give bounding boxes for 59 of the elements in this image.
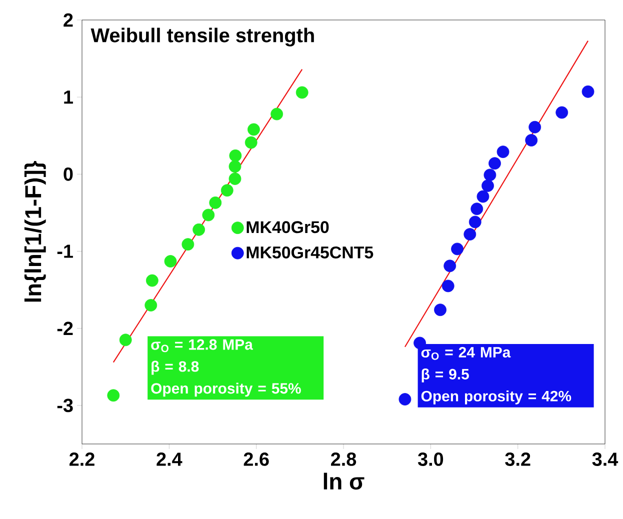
y-tick-label: -1	[57, 244, 73, 258]
legend-label: MK40Gr50	[246, 221, 329, 234]
point	[484, 168, 496, 182]
x-tick-label: 3.0	[418, 452, 444, 466]
point	[229, 149, 242, 162]
x-tick-label: 2.2	[70, 452, 94, 466]
point	[248, 123, 260, 136]
point	[496, 146, 510, 158]
annotation: Open porosity = 55%	[151, 382, 301, 397]
x-tick-label: 2.4	[156, 452, 182, 466]
point	[468, 216, 482, 228]
legend-label: MK50Gr45CNT5	[246, 246, 374, 258]
y-tick-label: -3	[57, 398, 73, 412]
point	[296, 86, 308, 99]
point	[182, 238, 194, 251]
point	[451, 242, 464, 256]
point	[434, 304, 446, 316]
x-tick-label: 3.4	[592, 452, 618, 466]
point	[470, 202, 484, 216]
y-tick-label: 2	[64, 13, 73, 27]
point	[582, 85, 594, 98]
point	[107, 389, 120, 402]
x-axis-title: ln σ	[324, 472, 364, 490]
point	[119, 334, 132, 346]
x-tick-label: 3.2	[505, 452, 530, 466]
point	[244, 136, 258, 149]
point	[525, 134, 538, 146]
point	[164, 255, 177, 268]
point	[398, 393, 412, 406]
point	[228, 160, 242, 173]
point	[442, 280, 454, 292]
annotation: β = 8.8	[152, 360, 199, 375]
y-tick-label: 0	[64, 167, 73, 181]
point	[192, 223, 206, 236]
chart-title: Weibull tensile strength	[90, 28, 314, 46]
point	[556, 106, 568, 119]
point	[476, 190, 490, 203]
point	[444, 260, 456, 272]
annotation: σ$_{O}$ = 12.8 MPa	[151, 339, 254, 352]
point	[228, 172, 242, 185]
point	[202, 208, 215, 222]
point	[146, 274, 158, 287]
annotation: σ$_{O}$ = 24 MPa	[421, 346, 511, 360]
annotation: Open porosity = 42%	[421, 390, 572, 404]
point	[209, 196, 222, 209]
x-tick-label: 2.8	[331, 452, 356, 466]
point	[488, 157, 501, 170]
x-tick-label: 2.6	[244, 452, 269, 466]
point	[414, 336, 426, 350]
point	[482, 180, 494, 192]
point	[144, 299, 158, 312]
point	[270, 108, 284, 120]
annotation: β = 9.5	[422, 368, 469, 382]
point	[528, 120, 542, 134]
y-axis-title: ln{ln[1/(1-F)]}	[24, 161, 46, 302]
y-tick-label: 1	[64, 90, 73, 104]
point	[464, 228, 476, 240]
point	[220, 184, 234, 197]
y-tick-label: -2	[57, 322, 73, 335]
